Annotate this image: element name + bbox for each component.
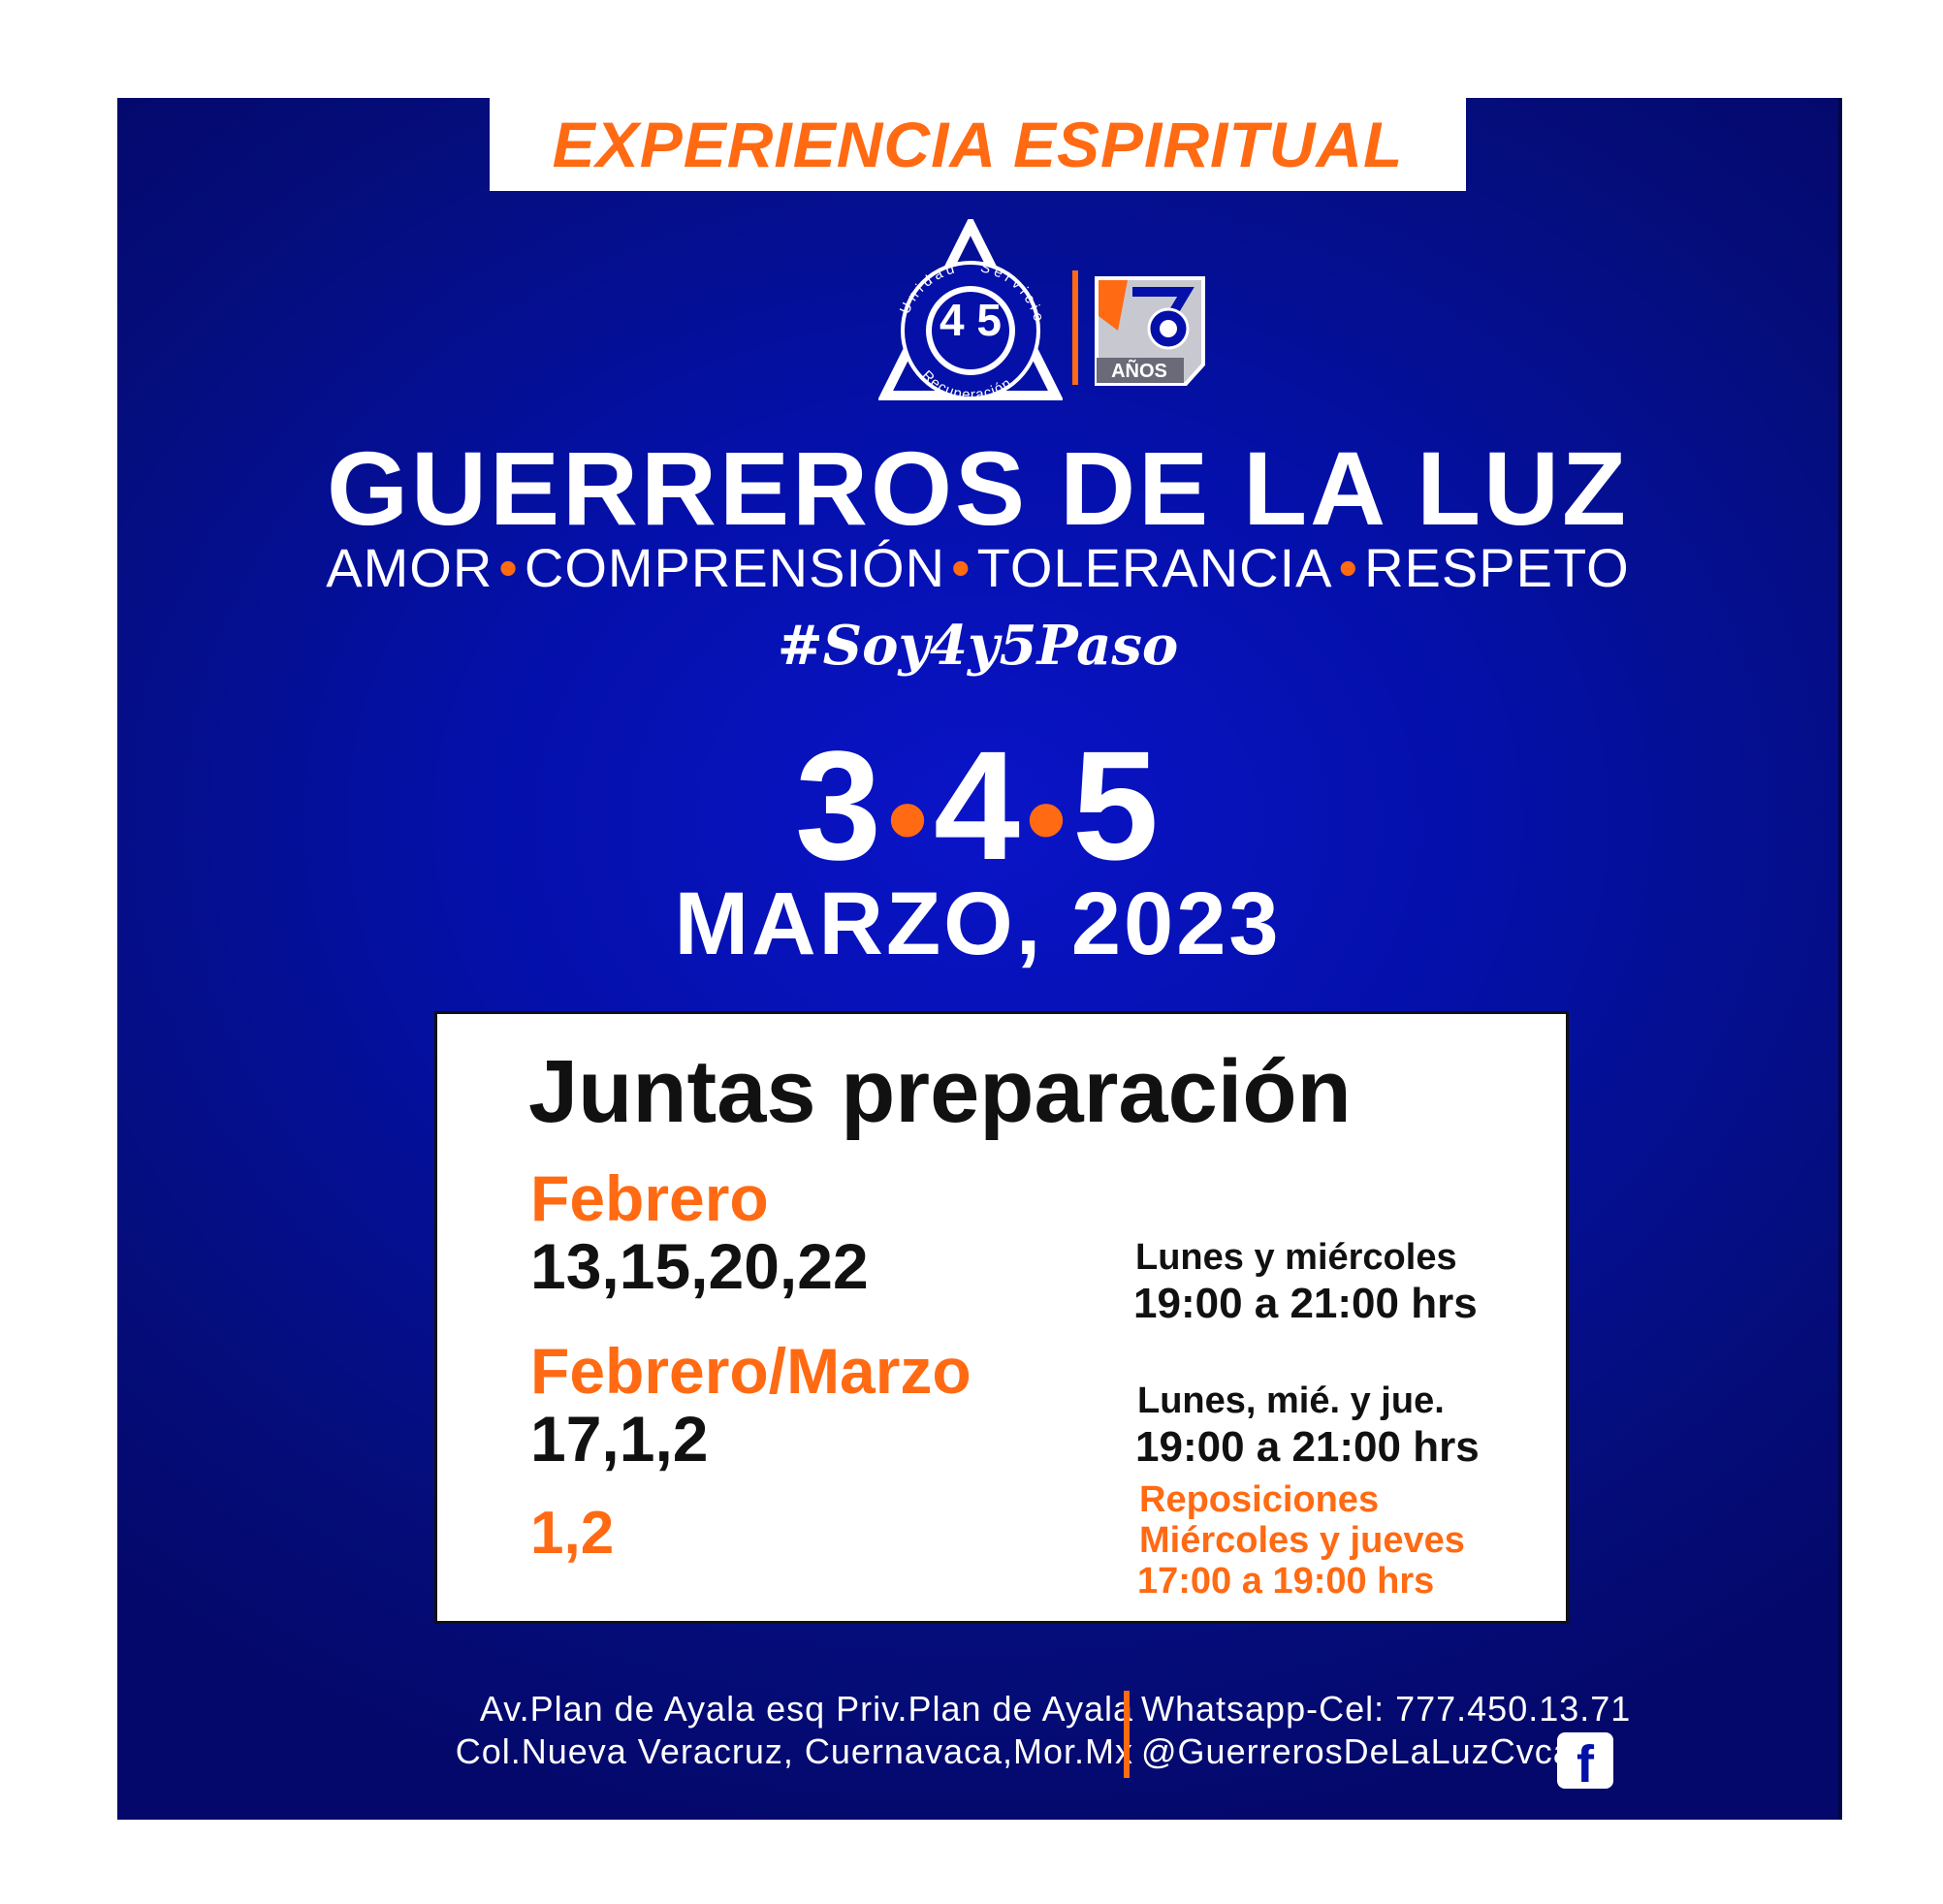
repos-title: Reposiciones [1139, 1479, 1380, 1520]
whatsapp-number: Whatsapp-Cel: 777.450.13.71 [1141, 1689, 1632, 1729]
value-understanding: COMPRENSIÓN [524, 537, 946, 598]
value-tolerance: TOLERANCIA [976, 537, 1333, 598]
header-banner-text: EXPERIENCIA ESPIRITUAL [552, 109, 1404, 180]
address-line-1: Av.Plan de Ayala esq Priv.Plan de Ayala [479, 1689, 1133, 1729]
page-title: GUERREROS DE LA LUZ [326, 429, 1630, 547]
anniversary-label: AÑOS [1111, 360, 1167, 382]
values-line: AMOR • COMPRENSIÓN • TOLERANCIA • RESPETO [326, 537, 1630, 598]
footer-address: Av.Plan de Ayala esq Priv.Plan de Ayala … [456, 1688, 1133, 1773]
value-respect: RESPETO [1364, 537, 1630, 598]
facebook-icon[interactable]: f [1557, 1732, 1613, 1793]
anniversary-logo-icon: AÑOS [1095, 276, 1205, 386]
header-banner: EXPERIENCIA ESPIRITUAL [490, 98, 1466, 191]
row-1-days: Lunes y miércoles [1135, 1237, 1457, 1278]
row-1-hours: 19:00 a 21:00 hrs [1133, 1280, 1478, 1327]
repos-days: Miércoles y jueves [1139, 1520, 1465, 1561]
emblem-numbers: 4 5 [940, 295, 1002, 345]
event-month-year: MARZO, 2023 [674, 874, 1282, 973]
repos-dates: 1,2 [530, 1500, 615, 1567]
schedule-card: Juntas preparación Febrero 13,15,20,22 L… [434, 1011, 1569, 1624]
repos-hours: 17:00 a 19:00 hrs [1137, 1561, 1435, 1602]
footer-divider [1124, 1691, 1130, 1778]
unity-service-recovery-emblem-icon: 4 5 Unidad Servicio Recuperación [878, 219, 1063, 403]
address-line-2: Col.Nueva Veracruz, Cuernavaca,Mor.Mx [455, 1731, 1133, 1771]
row-2-label: Febrero/Marzo [530, 1335, 972, 1407]
row-2-hours: 19:00 a 21:00 hrs [1135, 1423, 1480, 1471]
value-love: AMOR [326, 537, 494, 598]
row-1-label: Febrero [530, 1162, 769, 1234]
event-day-2: 4 [934, 718, 1022, 892]
event-days: 3•4•5 [795, 718, 1161, 892]
event-day-1: 3 [795, 718, 883, 892]
poster: EXPERIENCIA ESPIRITUAL 4 5 Unidad Servic… [117, 98, 1842, 1820]
hashtag: #Soy4y5Paso [777, 614, 1179, 678]
row-2-dates: 17,1,2 [530, 1403, 709, 1475]
footer-contact: Whatsapp-Cel: 777.450.13.71 @GuerrerosDe… [1141, 1688, 1631, 1773]
row-1-dates: 13,15,20,22 [530, 1230, 869, 1302]
row-2-days: Lunes, mié. y jue. [1137, 1380, 1445, 1421]
event-day-3: 5 [1072, 718, 1161, 892]
card-title: Juntas preparación [528, 1042, 1352, 1141]
social-handle[interactable]: @GuerrerosDeLaLuzCvca [1141, 1731, 1574, 1771]
logo-divider [1072, 270, 1078, 385]
